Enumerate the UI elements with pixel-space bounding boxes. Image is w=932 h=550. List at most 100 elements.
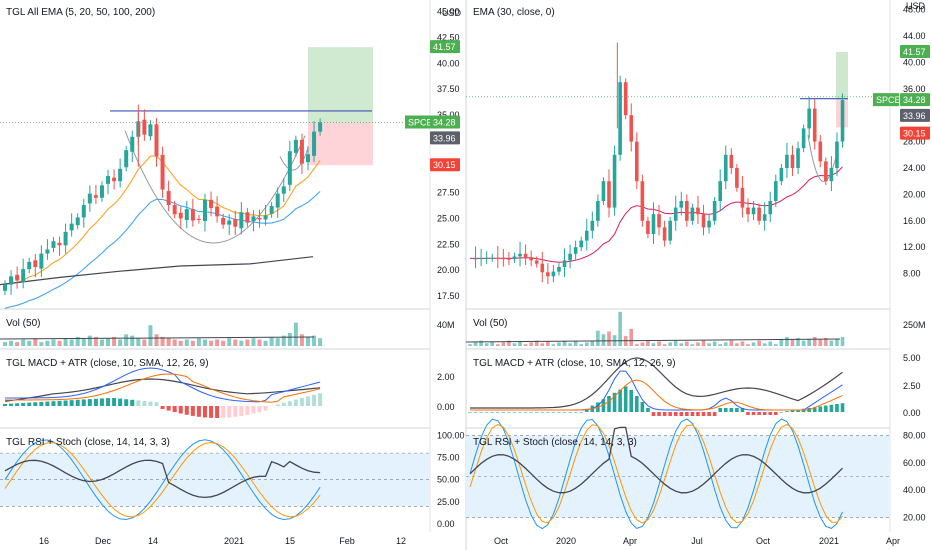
right-target-zone (836, 52, 848, 101)
left-volume-bar-35 (215, 339, 220, 346)
left-atr-line (4, 378, 321, 402)
right-candle-67 (840, 100, 845, 142)
left-rsi-tick-2: 50.00 (437, 475, 460, 485)
right-target-label: 41.57 (903, 47, 926, 57)
right-candle-50 (746, 207, 750, 215)
left-candle-0 (3, 284, 7, 291)
left-volume-bar-24 (148, 325, 153, 346)
right-volume-bar-34 (657, 341, 661, 346)
left-candle-32 (196, 218, 201, 220)
left-macd-hist-43 (263, 406, 268, 411)
right-macd-hist-36 (668, 412, 672, 416)
left-stop-label: 30.15 (433, 160, 456, 170)
left-macd-hist-51 (312, 394, 317, 406)
right-macd-tick-2: 0.00 (903, 408, 921, 418)
left-rsi-tick-0: 100.00 (437, 430, 465, 440)
right-macd-hist-67 (840, 403, 845, 412)
right-macd-hist-63 (818, 406, 823, 412)
right-time-tick-6: Apr (886, 536, 900, 546)
right-macd-hist-8 (512, 412, 517, 413)
right-volume-bar-30 (635, 344, 639, 346)
right-volume-bar-43 (707, 343, 711, 346)
left-candle-31 (190, 209, 195, 221)
left-candle-30 (184, 209, 189, 221)
left-macd-hist-1 (9, 403, 14, 406)
right-candle-20 (579, 240, 583, 248)
left-symbol-tag: SPCE (408, 117, 433, 127)
right-candle-62 (812, 108, 817, 142)
left-volume-bar-29 (178, 340, 183, 346)
right-macd-hist-24 (601, 399, 606, 412)
left-volume-bar-9 (57, 340, 62, 346)
left-candle-34 (209, 199, 214, 209)
right-candle-5 (496, 257, 500, 259)
left-volume-bar-32 (196, 338, 201, 346)
right-price-tick-7: 16.00 (903, 216, 926, 226)
right-rsi-title: TGL RSI + Stoch (close, 14, 14, 3, 3) (473, 437, 637, 448)
right-volume-bar-56 (779, 338, 784, 346)
right-macd-hist-33 (651, 412, 656, 416)
right-volume-ma (465, 338, 841, 343)
right-volume-bar-18 (568, 343, 572, 346)
left-macd-hist-0 (3, 404, 7, 406)
right-macd-hist-28 (623, 386, 628, 412)
right-macd-hist-65 (829, 404, 834, 412)
left-volume-bar-46 (281, 335, 286, 346)
left-candle-48 (293, 139, 298, 153)
right-candle-38 (679, 201, 684, 208)
right-candle-64 (824, 161, 828, 182)
left-volume-bar-23 (142, 339, 147, 346)
left-macd-hist-2 (15, 403, 20, 406)
left-volume-bar-40 (245, 339, 250, 346)
left-volume-bar-22 (136, 338, 141, 346)
right-time-tick-2: Apr (623, 536, 637, 546)
left-candle-50 (306, 154, 310, 163)
right-macd-hist-40 (690, 412, 695, 416)
right-volume-bar-50 (746, 344, 750, 346)
left-volume-title: Vol (50) (6, 318, 40, 329)
left-candle-9 (57, 242, 62, 246)
right-candle-63 (818, 141, 823, 162)
right-price-labels: 41.57 SPCE 34.28 33.96 30.15 (873, 45, 930, 140)
left-time-tick-4: 15 (285, 536, 295, 546)
right-candle-1 (473, 258, 478, 260)
left-macd-hist-20 (124, 399, 129, 406)
right-volume-bar-16 (557, 342, 561, 346)
right-macd-hist-16 (557, 412, 561, 413)
left-volume-bar-4 (27, 340, 32, 346)
right-candle-66 (835, 141, 839, 168)
right-candle-54 (768, 201, 773, 215)
left-candles (3, 104, 323, 295)
left-candle-12 (75, 217, 80, 226)
right-macd-hist-44 (712, 412, 717, 416)
right-macd-hist-11 (529, 412, 533, 413)
right-volume-bar-57 (785, 337, 789, 346)
right-macd-hist-50 (746, 412, 750, 415)
right-cup-pattern (807, 134, 839, 182)
right-macd-hist-54 (768, 412, 773, 415)
left-volume-bar-36 (221, 340, 226, 346)
right-macd-hist-64 (824, 405, 828, 412)
left-volume-bar-14 (87, 335, 92, 346)
right-price-tick-5: 24.00 (903, 163, 926, 173)
right-volume-bar-5 (496, 344, 500, 346)
right-volume-bar-13 (540, 343, 545, 346)
right-macd-tick-0: 5.00 (903, 353, 921, 363)
right-macd-hist-2 (479, 412, 483, 413)
left-price-tick-2: 40.00 (437, 58, 460, 68)
left-chart-panel[interactable]: 2.00 0.00 100.00 75.00 50.00 25.00 0.00 45.00… (0, 7, 465, 529)
left-candle-6 (39, 253, 44, 269)
left-ema-mid (4, 190, 321, 309)
left-rsi-title: TGL RSI + Stoch (close, 14, 14, 3, 3) (6, 437, 170, 448)
left-volume-bar-38 (233, 339, 238, 346)
right-candle-42 (701, 214, 706, 228)
left-volume-bar-34 (209, 340, 214, 346)
left-entry-label: 33.96 (433, 133, 456, 143)
right-macd-hist-6 (501, 412, 506, 413)
right-candle-60 (801, 128, 806, 149)
right-volume-bar-4 (490, 341, 495, 346)
right-rsi-tick-2: 40.00 (903, 485, 926, 495)
right-time-tick-1: 2020 (556, 536, 576, 546)
left-candle-36 (221, 217, 226, 225)
